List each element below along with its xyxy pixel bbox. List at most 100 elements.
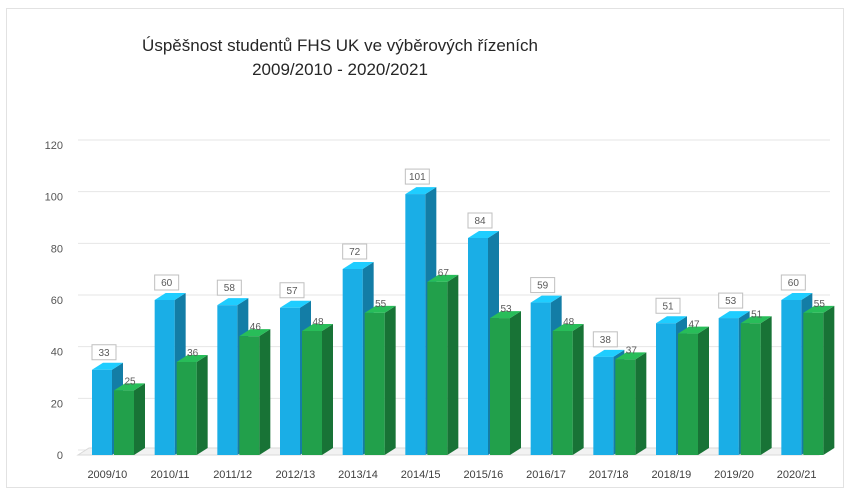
y-tick-label: 120 — [45, 140, 63, 152]
bar-series-1 — [656, 323, 676, 455]
bar-series-1 — [593, 356, 614, 455]
bar-series-2 — [490, 318, 510, 455]
bar-top — [217, 298, 249, 306]
data-label-box — [655, 297, 681, 314]
bar-side — [384, 305, 396, 455]
bar-top — [678, 326, 709, 334]
bar-side — [698, 326, 709, 455]
y-tick-label: 60 — [51, 295, 63, 307]
x-tick-label: 2010/11 — [151, 469, 190, 481]
data-label-box — [91, 344, 117, 361]
data-label-box — [592, 331, 618, 348]
bar-series-1 — [342, 269, 363, 455]
bar-top — [615, 352, 647, 360]
data-label: 51 — [662, 301, 674, 312]
x-tick-label: 2019/20 — [714, 469, 754, 481]
bar-top — [490, 311, 521, 319]
data-label: 55 — [814, 299, 826, 310]
data-label-box — [279, 282, 305, 299]
data-label: 36 — [187, 348, 199, 359]
data-label-box — [718, 292, 744, 309]
x-tick-label: 2012/13 — [275, 469, 315, 481]
bar-series-1 — [92, 369, 112, 455]
bar-side — [760, 316, 772, 455]
bar-top — [92, 362, 123, 370]
data-label: 47 — [688, 320, 700, 331]
data-label-box — [780, 274, 806, 291]
x-tick-label: 2020/21 — [777, 469, 817, 481]
data-label: 46 — [250, 322, 262, 333]
bar-series-1 — [217, 305, 238, 455]
bar-top — [239, 329, 271, 337]
data-label: 33 — [98, 348, 110, 359]
x-tick-label: 2013/14 — [338, 469, 378, 481]
bar-series-1 — [405, 194, 426, 456]
bar-series-2 — [552, 331, 573, 455]
chart-title-block: Úspěšnost studentů FHS UK ve výběrových … — [60, 34, 620, 82]
data-label: 58 — [224, 283, 236, 294]
data-label: 25 — [124, 376, 136, 387]
data-label-box — [467, 212, 493, 229]
bar-top — [114, 383, 145, 391]
bar-top — [176, 355, 208, 362]
x-tick-label: 2016/17 — [526, 469, 566, 481]
data-label: 60 — [161, 278, 173, 289]
data-label-box — [154, 274, 180, 291]
bar-top — [302, 324, 333, 331]
bar-side — [322, 324, 333, 455]
bar-side — [134, 383, 145, 455]
bar-series-2 — [239, 336, 260, 455]
data-label: 67 — [438, 268, 450, 279]
x-tick-label: 2014/15 — [401, 469, 441, 481]
bar-series-2 — [176, 362, 197, 455]
bar-top — [280, 300, 311, 308]
x-tick-label: 2015/16 — [463, 469, 503, 481]
y-tick-label: 0 — [57, 450, 63, 462]
bar-top — [803, 305, 835, 313]
bar-top — [530, 295, 562, 303]
chart-title: Úspěšnost studentů FHS UK ve výběrových … — [142, 36, 538, 55]
data-label: 48 — [312, 317, 324, 328]
bar-side — [635, 352, 647, 455]
y-tick-label: 40 — [51, 347, 63, 359]
y-tick-label: 20 — [51, 398, 63, 410]
bar-side — [259, 329, 271, 455]
bar-top — [593, 349, 625, 357]
data-label: 57 — [286, 286, 298, 297]
bar-series-1 — [530, 302, 551, 455]
bar-top — [740, 316, 772, 324]
y-tick-label: 80 — [51, 243, 63, 255]
bar-side — [447, 274, 459, 455]
data-label-box — [342, 243, 368, 260]
data-label-box — [216, 279, 242, 296]
bar-top — [552, 324, 584, 331]
bar-series-1 — [781, 300, 802, 455]
bar-series-2 — [364, 312, 385, 455]
data-label: 51 — [751, 309, 763, 320]
bar-top — [364, 305, 396, 313]
data-label: 55 — [375, 299, 387, 310]
data-label: 53 — [725, 296, 737, 307]
bar-series-2 — [740, 323, 761, 455]
bar-top — [718, 311, 750, 319]
data-label: 48 — [563, 317, 575, 328]
bar-series-2 — [114, 390, 134, 455]
data-label: 59 — [537, 281, 549, 292]
bar-series-1 — [718, 318, 739, 455]
bar-top — [427, 274, 459, 282]
bar-side — [823, 305, 835, 455]
y-tick-label: 100 — [45, 192, 63, 204]
bar-top — [781, 293, 813, 300]
data-label: 38 — [600, 335, 612, 346]
x-tick-label: 2011/12 — [213, 469, 252, 481]
bar-series-2 — [803, 312, 824, 455]
bar-series-2 — [615, 359, 636, 455]
bar-series-1 — [154, 300, 175, 455]
bar-series-1 — [468, 238, 488, 455]
bar-side — [572, 324, 584, 455]
bar-series-2 — [302, 331, 322, 455]
bar-side — [196, 355, 208, 455]
bar-top — [154, 293, 186, 300]
data-label: 53 — [500, 304, 512, 315]
bar-series-1 — [280, 307, 300, 455]
